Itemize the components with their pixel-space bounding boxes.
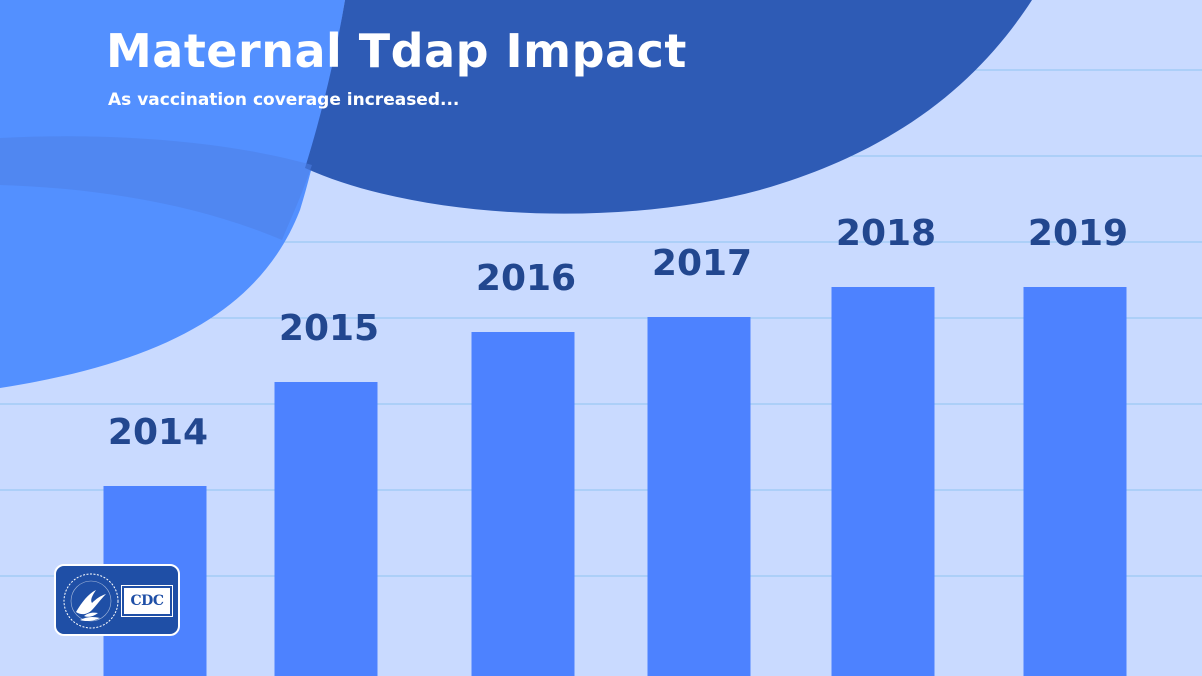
data-label-2018: 2018	[836, 213, 936, 254]
cdc-logo-text: CDC	[130, 593, 164, 609]
data-label-2019: 2019	[1028, 213, 1128, 254]
bar-2015	[274, 382, 378, 676]
dark-blue-blob	[305, 0, 1032, 214]
bar-2018	[831, 287, 935, 676]
bar-2016	[471, 332, 575, 676]
cdc-badge: CDC	[122, 586, 172, 616]
data-label-2015: 2015	[279, 308, 379, 349]
bar-2017	[647, 317, 751, 676]
light-wave-overlay	[0, 136, 312, 240]
data-label-2017: 2017	[652, 243, 752, 284]
data-label-2016: 2016	[476, 258, 576, 299]
bars-group	[103, 287, 1127, 676]
data-labels-group: 2014 2015 2016 2017 2018 2019	[108, 213, 1128, 453]
chart-title: Maternal Tdap Impact	[106, 24, 687, 78]
chart-subtitle: As vaccination coverage increased...	[108, 90, 460, 110]
bar-2019	[1023, 287, 1127, 676]
hhs-cdc-logo: CDC	[54, 564, 180, 636]
data-label-2014: 2014	[108, 412, 208, 453]
hhs-eagle-seal-icon	[63, 573, 119, 629]
